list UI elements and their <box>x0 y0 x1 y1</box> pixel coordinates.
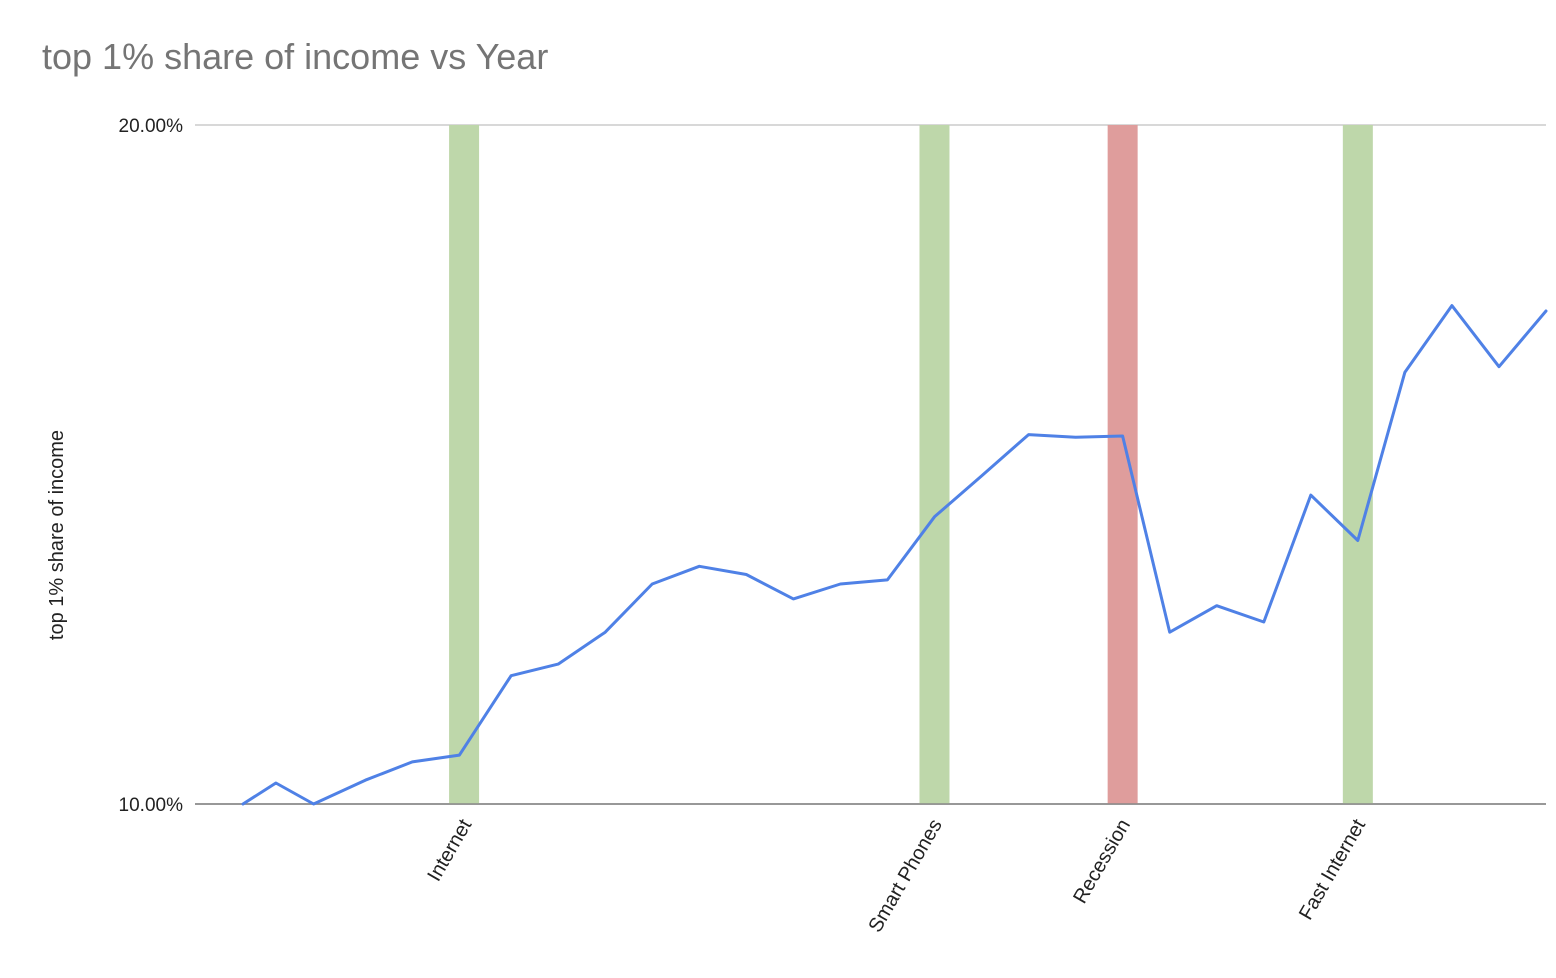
event-bar <box>1107 125 1138 804</box>
y-tick-label: 20.00% <box>119 116 184 137</box>
y-axis-title: top 1% share of income <box>46 430 68 640</box>
event-label: Recession <box>1069 816 1135 908</box>
event-markers <box>195 125 1546 805</box>
event-label: Fast Internet <box>1295 815 1370 924</box>
chart-title: top 1% share of income vs Year <box>42 36 549 77</box>
y-tick-label: 10.00% <box>119 795 184 816</box>
event-bar <box>919 125 950 804</box>
series-lines <box>241 304 1548 806</box>
axis-labels: 10.00% 20.00% Internet Smart Phones Recessio… <box>119 116 1371 936</box>
event-bar <box>449 125 480 804</box>
event-bar <box>1342 125 1373 804</box>
event-label: Smart Phones <box>864 816 946 937</box>
event-label: Internet <box>423 815 476 885</box>
